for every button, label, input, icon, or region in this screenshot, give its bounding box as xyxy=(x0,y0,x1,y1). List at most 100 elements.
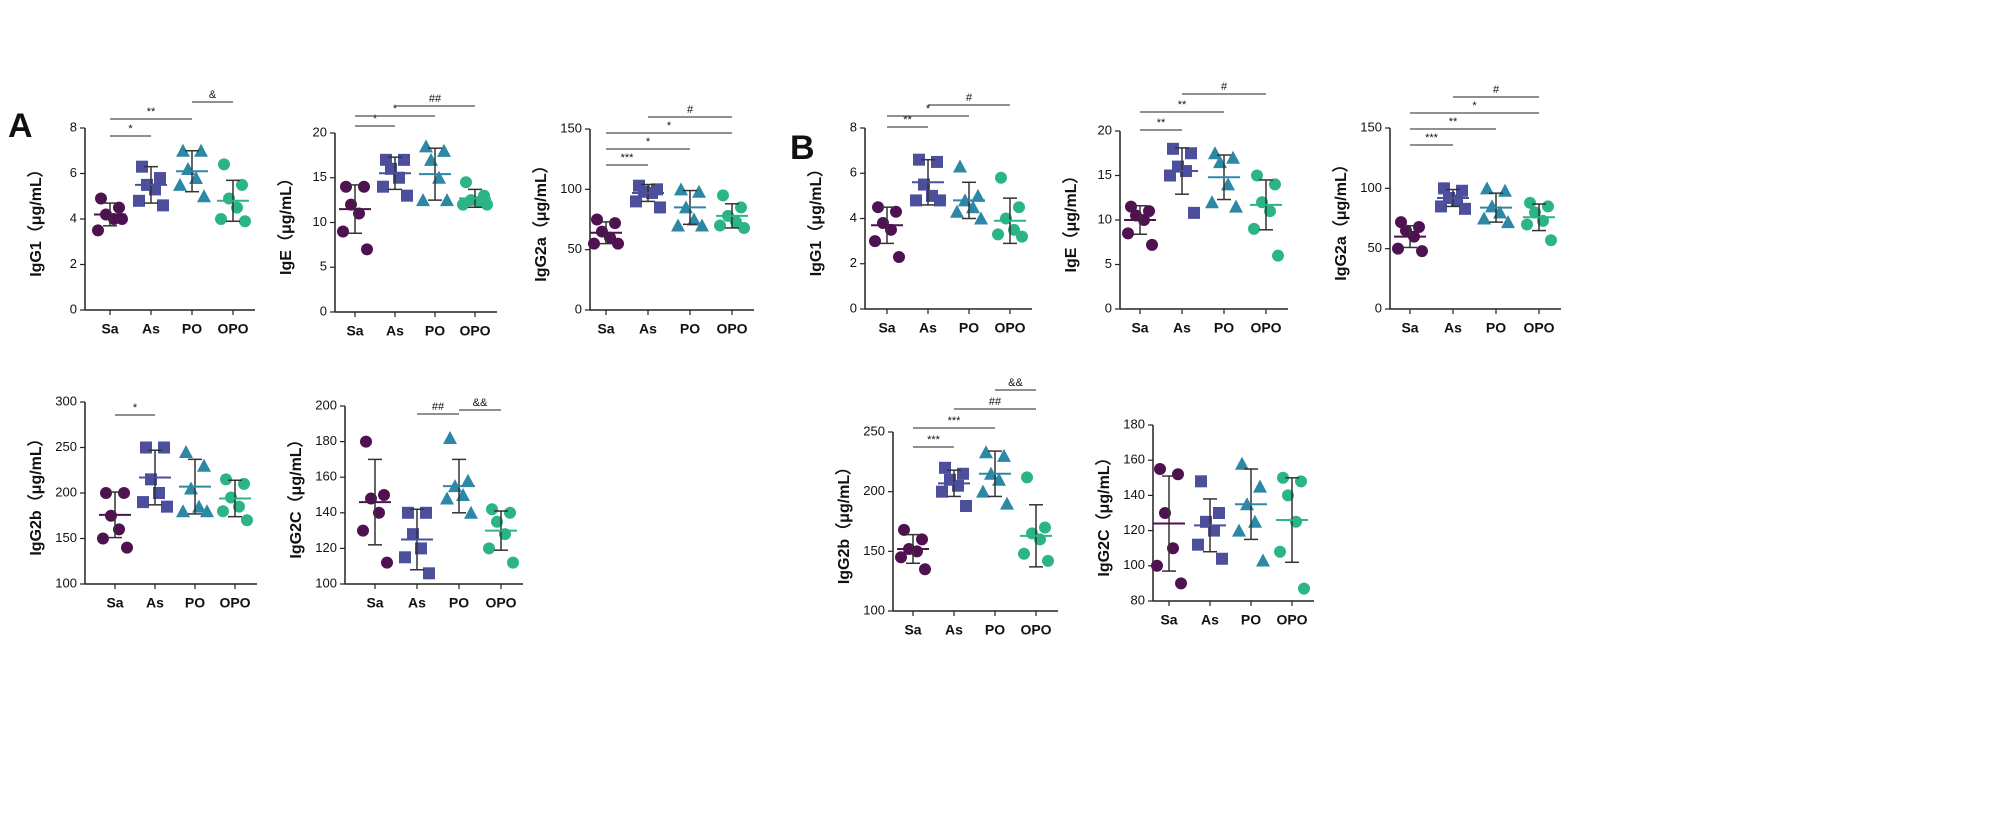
data-point xyxy=(337,225,349,238)
significance-label: *** xyxy=(948,415,962,427)
x-tick-label: PO xyxy=(1241,612,1261,628)
data-point xyxy=(154,172,166,185)
data-point xyxy=(416,193,430,207)
y-tick-label: 15 xyxy=(1098,167,1112,182)
x-tick-label: OPO xyxy=(485,595,516,611)
data-point xyxy=(140,441,152,454)
y-tick-label: 2 xyxy=(850,255,857,270)
data-point xyxy=(1039,521,1051,534)
y-tick-label: 300 xyxy=(55,393,77,408)
data-point xyxy=(197,458,211,472)
x-tick-label: As xyxy=(386,323,404,339)
data-point xyxy=(872,201,884,214)
data-point xyxy=(591,213,603,226)
data-point xyxy=(113,201,125,214)
data-point xyxy=(976,484,990,498)
significance-label: && xyxy=(1008,377,1023,389)
data-point xyxy=(1221,177,1235,191)
data-point xyxy=(504,506,516,519)
data-point xyxy=(588,237,600,250)
data-point xyxy=(1021,471,1033,484)
data-point xyxy=(1208,524,1220,537)
data-point xyxy=(353,207,365,220)
data-point xyxy=(934,194,946,207)
y-tick-label: 2 xyxy=(70,256,77,271)
data-point xyxy=(1213,507,1225,519)
significance-label: * xyxy=(128,123,133,135)
data-point xyxy=(671,218,685,232)
data-point xyxy=(1248,222,1260,235)
x-tick-label: Sa xyxy=(106,595,123,611)
data-point xyxy=(1272,249,1284,262)
data-point xyxy=(176,504,190,518)
data-point xyxy=(158,441,170,454)
y-tick-label: 100 xyxy=(560,181,582,196)
data-point xyxy=(714,219,726,232)
x-tick-label: PO xyxy=(182,321,202,337)
data-point xyxy=(215,213,227,225)
data-point xyxy=(654,201,666,214)
x-tick-label: OPO xyxy=(994,320,1025,336)
data-point xyxy=(345,198,357,211)
data-point xyxy=(1042,554,1054,567)
significance-label: # xyxy=(966,92,973,104)
y-axis-label: IgG2b（μg/mL） xyxy=(835,459,853,584)
significance-label: # xyxy=(1493,84,1500,96)
y-tick-label: 0 xyxy=(70,301,77,316)
x-tick-label: PO xyxy=(425,323,445,339)
data-point xyxy=(916,533,928,546)
data-point xyxy=(184,481,198,495)
significance-label: * xyxy=(373,113,378,125)
significance-label: *** xyxy=(1425,132,1439,144)
y-tick-label: 80 xyxy=(1131,592,1145,607)
y-tick-label: 180 xyxy=(1123,416,1145,431)
x-tick-label: PO xyxy=(1214,320,1234,336)
data-point xyxy=(461,473,475,487)
data-point xyxy=(457,198,469,211)
data-point xyxy=(161,500,173,513)
x-tick-label: PO xyxy=(959,320,979,336)
data-point xyxy=(340,180,352,193)
data-point xyxy=(173,177,187,191)
data-point xyxy=(1125,200,1137,213)
y-tick-label: 10 xyxy=(313,214,327,229)
data-point xyxy=(1195,475,1207,488)
data-point xyxy=(1282,489,1294,502)
data-point xyxy=(997,448,1011,462)
data-point xyxy=(1477,211,1491,225)
x-tick-label: Sa xyxy=(366,595,383,611)
data-point xyxy=(995,171,1007,184)
data-point xyxy=(1290,515,1302,528)
data-point xyxy=(971,188,985,202)
data-point xyxy=(1298,582,1310,595)
data-point xyxy=(145,473,157,486)
data-point xyxy=(695,218,709,232)
y-axis-label: IgG1（μg/mL） xyxy=(807,161,825,277)
x-tick-label: OPO xyxy=(1523,320,1554,336)
significance-label: * xyxy=(133,402,138,414)
x-tick-label: PO xyxy=(185,595,205,611)
data-point xyxy=(1188,206,1200,219)
data-point xyxy=(692,184,706,198)
data-point xyxy=(1185,147,1197,160)
data-point xyxy=(483,542,495,555)
data-point xyxy=(960,499,972,512)
data-point xyxy=(1485,199,1499,213)
data-point xyxy=(136,160,148,173)
y-tick-label: 0 xyxy=(1105,300,1112,315)
y-tick-label: 140 xyxy=(1123,487,1145,502)
x-tick-label: PO xyxy=(1486,320,1506,336)
data-point xyxy=(1269,178,1281,191)
panel-label: A xyxy=(8,107,33,145)
data-point xyxy=(437,143,451,157)
x-tick-label: As xyxy=(146,595,164,611)
y-axis-label: IgE（μg/mL） xyxy=(277,170,295,275)
data-point xyxy=(1235,456,1249,470)
data-point xyxy=(97,532,109,545)
significance-label: * xyxy=(393,103,398,115)
data-point xyxy=(358,180,370,193)
y-axis-label: IgG2a（μg/mL） xyxy=(1332,156,1350,280)
data-point xyxy=(1529,206,1541,219)
data-point xyxy=(717,189,729,202)
